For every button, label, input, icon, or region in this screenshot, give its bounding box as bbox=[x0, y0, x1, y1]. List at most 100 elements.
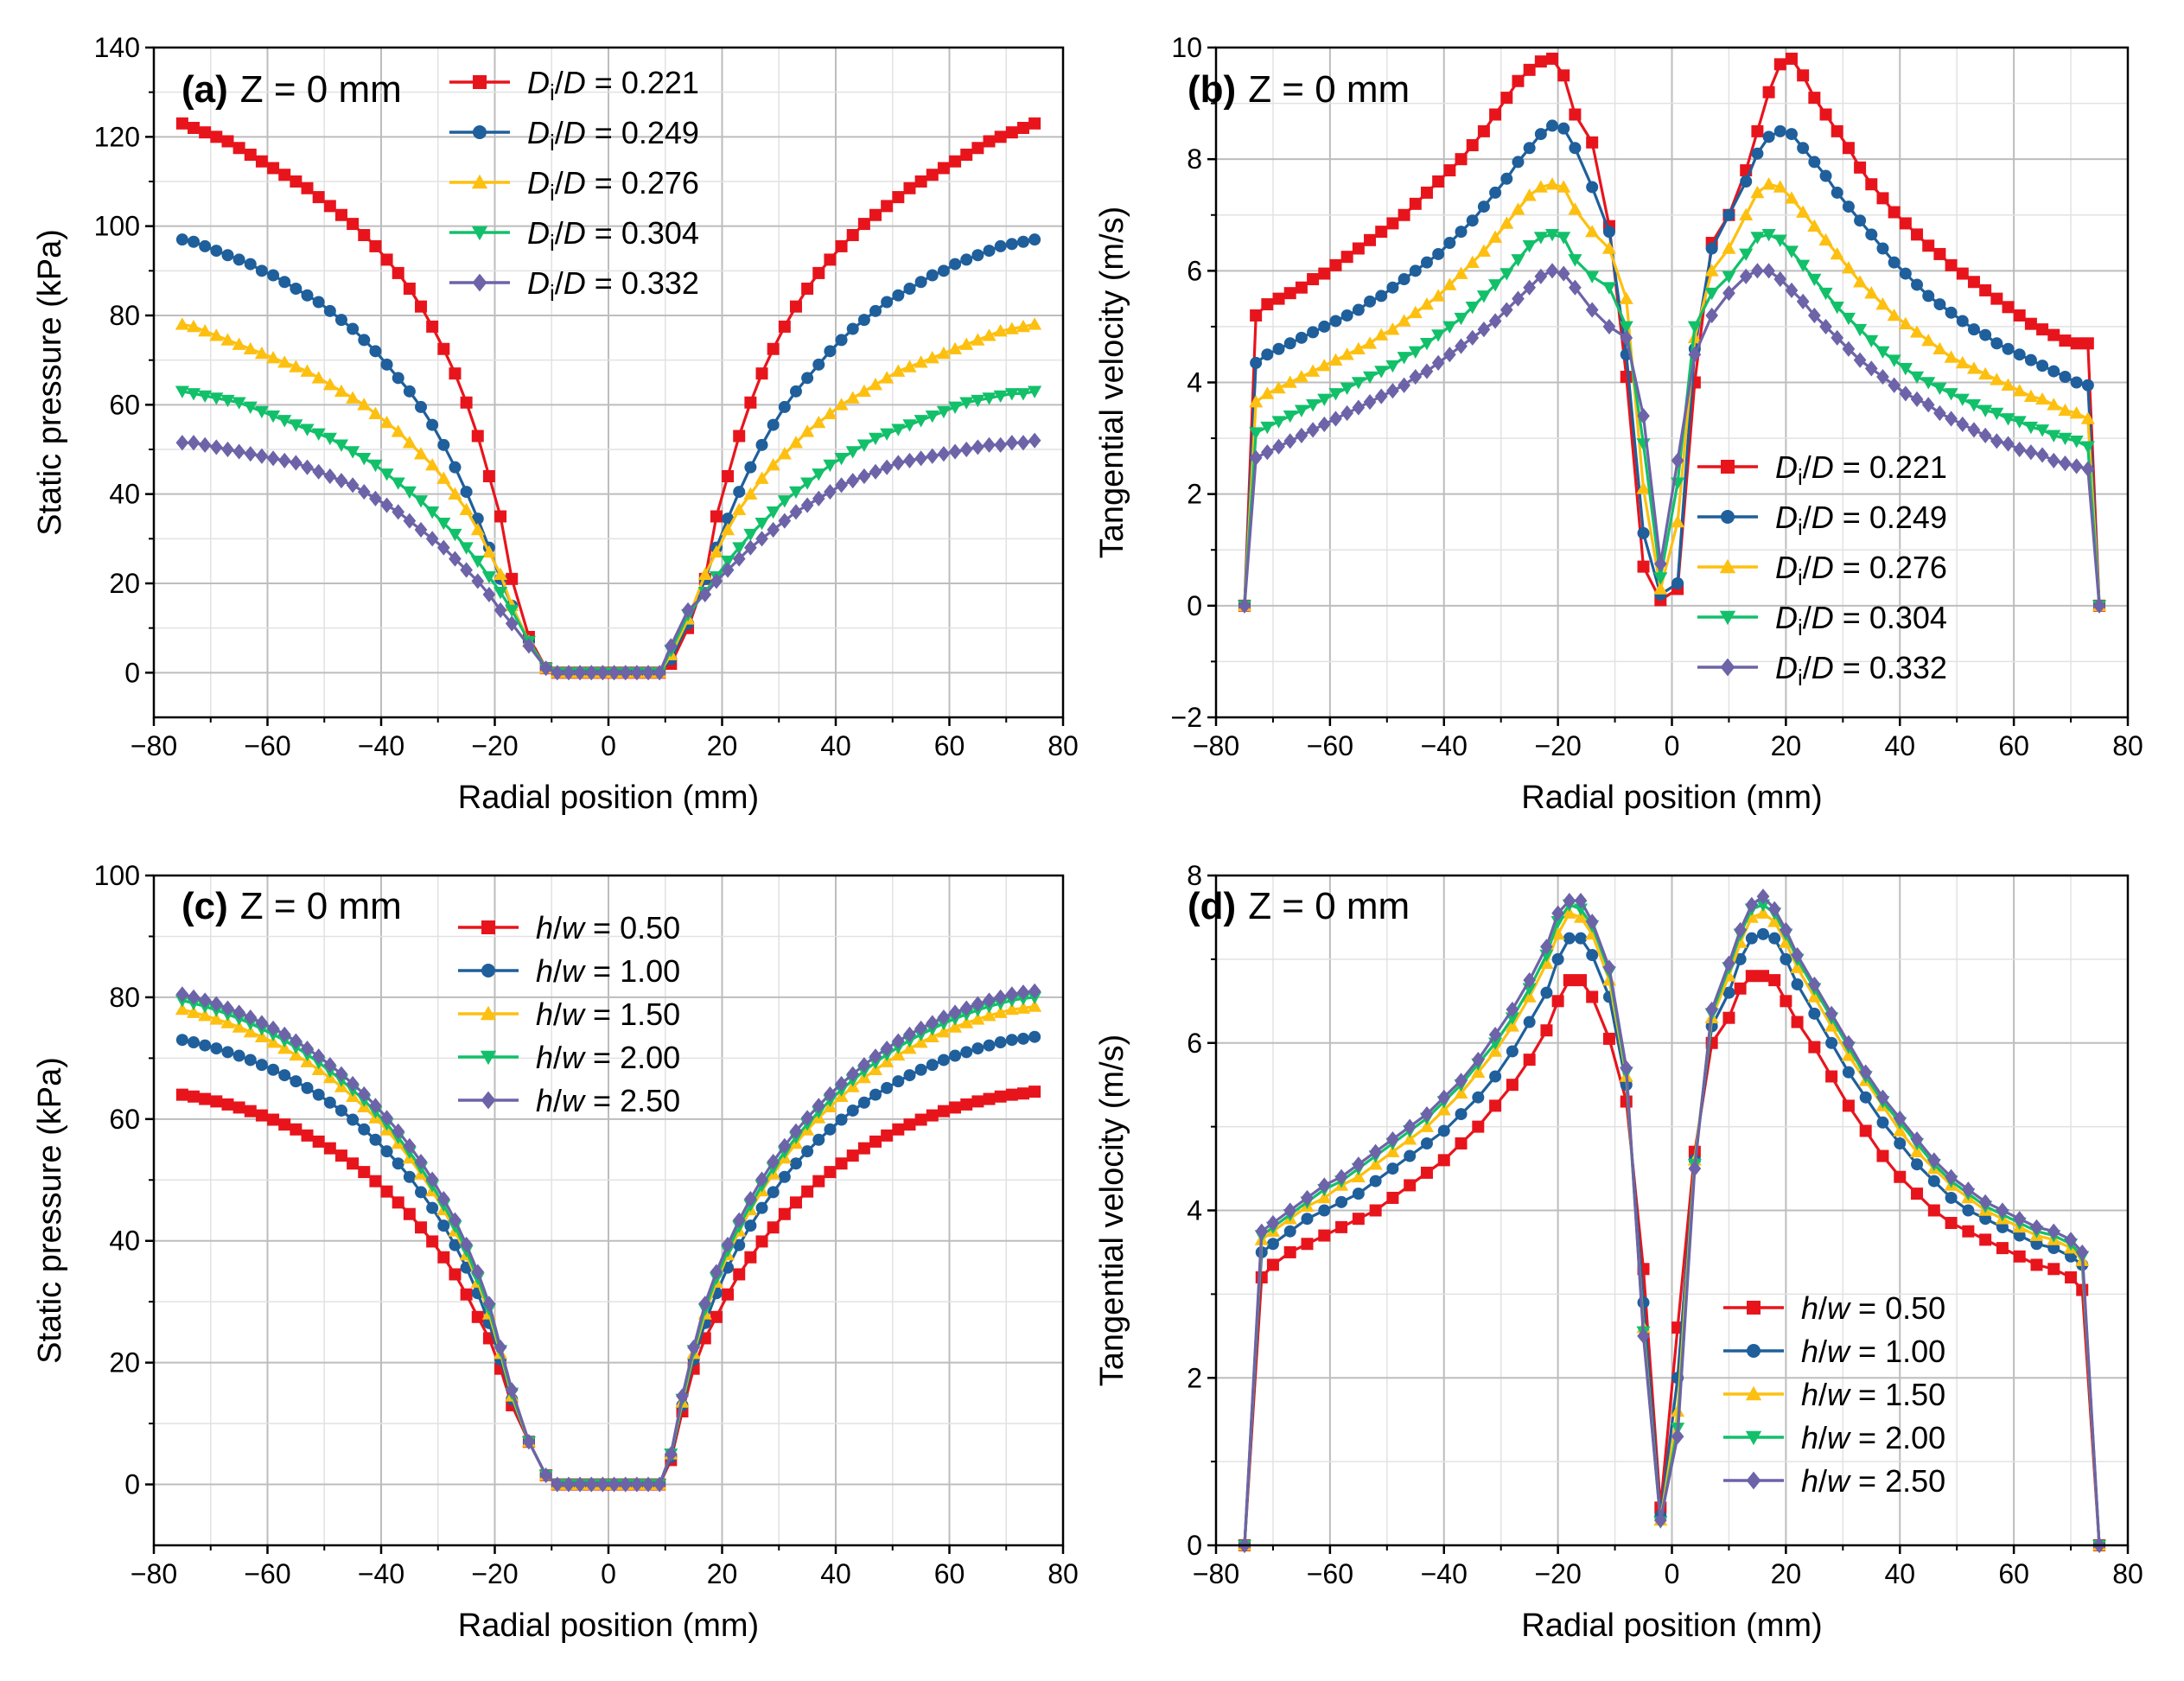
data-point bbox=[1887, 308, 1901, 322]
data-point bbox=[221, 1000, 234, 1016]
data-point bbox=[868, 432, 883, 446]
data-point bbox=[1489, 186, 1502, 199]
data-point bbox=[1004, 388, 1019, 401]
legend-item: h/w = 2.00 bbox=[1723, 1420, 1945, 1455]
legend-eq: = bbox=[584, 997, 620, 1032]
data-point bbox=[380, 497, 393, 513]
data-point bbox=[1523, 1054, 1536, 1067]
data-point bbox=[1687, 321, 1702, 334]
data-point bbox=[1785, 52, 1798, 65]
data-point bbox=[347, 218, 360, 231]
data-point bbox=[948, 443, 962, 460]
data-point bbox=[1762, 131, 1775, 143]
data-point bbox=[1260, 444, 1274, 461]
data-point bbox=[1386, 1131, 1399, 1148]
data-point bbox=[290, 1123, 302, 1136]
data-point bbox=[198, 992, 212, 1009]
data-point bbox=[823, 459, 837, 473]
data-point bbox=[1734, 982, 1747, 995]
data-point bbox=[823, 406, 837, 419]
data-point bbox=[721, 555, 735, 569]
data-point bbox=[903, 1069, 916, 1082]
data-point bbox=[1893, 1124, 1907, 1137]
data-point bbox=[732, 542, 747, 555]
data-point bbox=[1318, 320, 1331, 333]
x-tick-label: 0 bbox=[601, 730, 616, 761]
x-tick-label: 20 bbox=[1771, 1558, 1802, 1589]
data-point bbox=[392, 372, 404, 385]
legend-label: Di/D = 0.221 bbox=[1775, 449, 1947, 490]
data-point bbox=[744, 1191, 757, 1207]
data-point bbox=[1854, 214, 1867, 227]
data-point bbox=[824, 1123, 837, 1136]
data-point bbox=[1911, 278, 1924, 291]
data-point bbox=[2059, 371, 2072, 384]
data-point bbox=[1761, 229, 1776, 242]
data-point bbox=[755, 1235, 768, 1248]
data-point bbox=[1352, 399, 1366, 416]
data-point bbox=[2081, 337, 2094, 350]
data-point bbox=[277, 1041, 292, 1054]
legend-label: h/w = 0.50 bbox=[1801, 1290, 1945, 1326]
x-axis-title: Radial position (mm) bbox=[1521, 1608, 1822, 1644]
data-point bbox=[1784, 245, 1799, 258]
data-point bbox=[891, 364, 906, 377]
data-point bbox=[733, 430, 746, 443]
data-point bbox=[778, 320, 791, 333]
data-point bbox=[243, 341, 258, 355]
legend-var-denom: w bbox=[1827, 1334, 1851, 1369]
data-point bbox=[857, 314, 870, 327]
data-point bbox=[994, 1090, 1007, 1103]
legend-sep: / bbox=[555, 215, 564, 251]
data-point bbox=[1990, 337, 2003, 350]
legend-eq: = bbox=[584, 910, 620, 946]
data-point bbox=[460, 1288, 473, 1301]
legend-var: h bbox=[536, 997, 553, 1032]
data-point bbox=[2035, 424, 2050, 437]
data-point bbox=[1921, 397, 1935, 413]
data-point bbox=[471, 573, 485, 589]
data-point bbox=[1374, 366, 1389, 379]
y-tick-label: 0 bbox=[124, 1469, 140, 1500]
legend-label: Di/D = 0.332 bbox=[527, 265, 699, 306]
data-point bbox=[914, 450, 927, 467]
x-tick-label: −40 bbox=[1421, 1558, 1468, 1589]
data-point bbox=[347, 1157, 360, 1170]
data-point bbox=[1318, 1204, 1331, 1217]
data-point bbox=[1945, 1217, 1958, 1230]
data-point bbox=[255, 264, 268, 277]
data-point bbox=[767, 342, 780, 355]
data-point bbox=[1472, 1120, 1485, 1133]
data-point bbox=[1436, 1103, 1451, 1116]
chart-svg-d: −80 −60 −40 −20 0 20 40 60 80 0 2 4 6 8 Radial positio… bbox=[1094, 860, 2143, 1644]
data-point bbox=[1876, 1149, 1889, 1162]
data-point bbox=[1431, 354, 1445, 371]
data-point bbox=[232, 1020, 246, 1033]
data-point bbox=[1978, 1194, 1992, 1210]
data-point bbox=[902, 360, 917, 372]
legend-var-denom: w bbox=[562, 1040, 586, 1075]
data-point bbox=[232, 397, 246, 410]
data-point bbox=[857, 1096, 870, 1109]
data-point bbox=[301, 1129, 314, 1142]
panel-title: (c) Z = 0 mm bbox=[181, 885, 402, 927]
data-point bbox=[2070, 458, 2084, 474]
data-point bbox=[1369, 1175, 1382, 1188]
data-point bbox=[789, 1157, 802, 1170]
data-point bbox=[1740, 175, 1753, 188]
data-point bbox=[199, 1039, 212, 1052]
data-point bbox=[1859, 1124, 1872, 1137]
data-point bbox=[1955, 355, 1970, 369]
data-point bbox=[1386, 1162, 1399, 1175]
data-point bbox=[449, 367, 462, 380]
data-point bbox=[1888, 256, 1901, 269]
data-point bbox=[1369, 1143, 1382, 1160]
data-point bbox=[1271, 380, 1286, 394]
legend-label: Di/D = 0.249 bbox=[527, 115, 699, 156]
data-point bbox=[948, 401, 963, 414]
data-point bbox=[983, 436, 996, 453]
data-point bbox=[857, 1057, 871, 1073]
data-point bbox=[391, 424, 405, 437]
data-point bbox=[1601, 282, 1617, 295]
data-point bbox=[2047, 1263, 2060, 1276]
